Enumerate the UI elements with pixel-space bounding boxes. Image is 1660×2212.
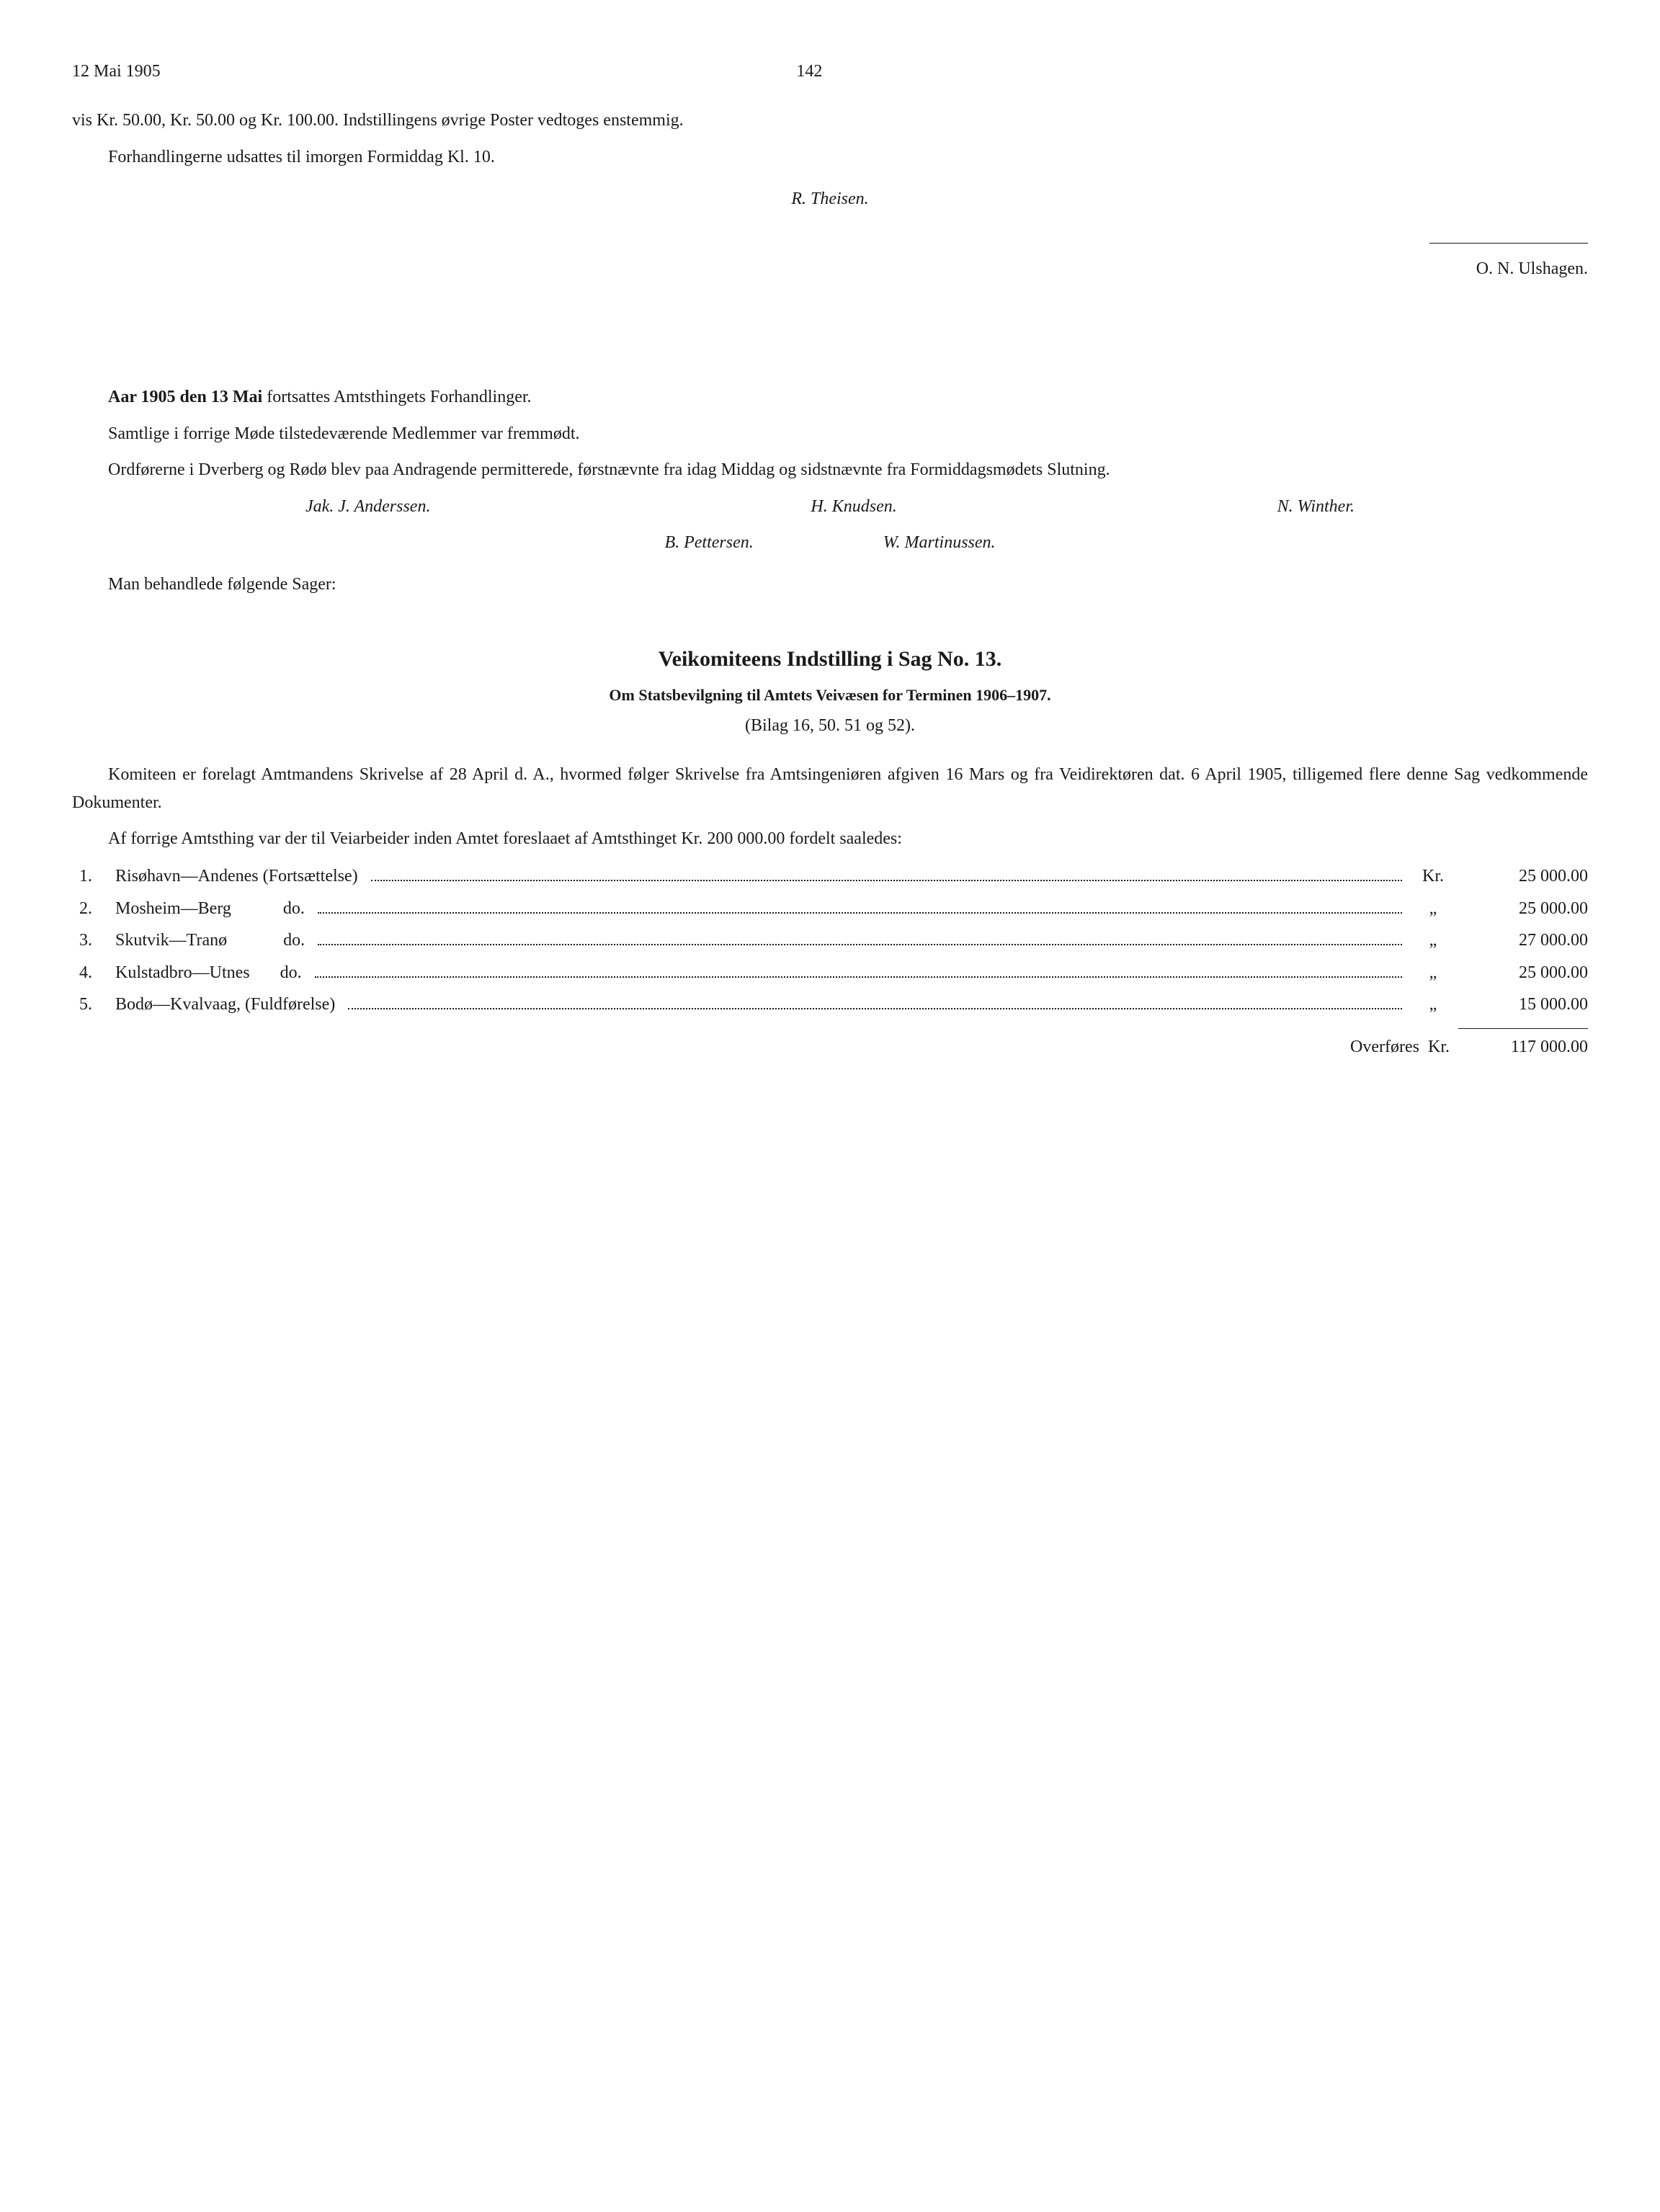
page-number: 142: [161, 58, 1458, 85]
section-heading-bold: Aar 1905 den 13 Mai: [108, 388, 262, 406]
intro-p2: Forhandlingerne udsattes til imorgen For…: [72, 143, 1588, 171]
row-kr: „: [1408, 991, 1458, 1018]
section-break: [72, 282, 1588, 383]
row-desc: Risøhavn—Andenes (Fortsættelse): [115, 862, 365, 890]
row-desc: Kulstadbro—Utnes do.: [115, 959, 309, 986]
allocation-table: 1. Risøhavn—Andenes (Fortsættelse) Kr. 2…: [72, 862, 1588, 1061]
row-num: 4.: [72, 959, 115, 986]
section-heading: Aar 1905 den 13 Mai fortsattes Amtsthing…: [72, 383, 1588, 411]
header-spacer: [1458, 58, 1588, 85]
row-num: 3.: [72, 927, 115, 954]
row-kr: Kr.: [1408, 862, 1458, 890]
name-3: N. Winther.: [1277, 493, 1355, 520]
row-amount: 25 000.00: [1458, 895, 1588, 922]
section-p3: Man behandlede følgende Sager:: [72, 571, 1588, 598]
section-p1: Samtlige i forrige Møde tilstedeværende …: [72, 420, 1588, 447]
row-dots: [315, 959, 1402, 978]
total-amount: 117 000.00: [1458, 1028, 1588, 1061]
table-row: 2. Mosheim—Berg do. „ 25 000.00: [72, 895, 1588, 922]
committee-bilag: (Bilag 16, 50. 51 og 52).: [72, 712, 1588, 739]
page-header: 12 Mai 1905 142: [72, 58, 1588, 85]
row-kr: „: [1408, 959, 1458, 986]
row-num: 5.: [72, 991, 115, 1018]
table-row: 4. Kulstadbro—Utnes do. „ 25 000.00: [72, 959, 1588, 986]
name-4: B. Pettersen.: [664, 529, 753, 556]
row-kr: „: [1408, 895, 1458, 922]
row-desc: Mosheim—Berg do.: [115, 895, 312, 922]
row-dots: [371, 862, 1402, 881]
row-dots: [348, 991, 1402, 1009]
row-num: 2.: [72, 895, 115, 922]
row-desc: Skutvik—Tranø do.: [115, 927, 312, 954]
row-amount: 15 000.00: [1458, 991, 1588, 1018]
row-dots: [318, 895, 1402, 914]
name-1: Jak. J. Anderssen.: [305, 493, 431, 520]
total-label: Overføres: [1350, 1033, 1419, 1061]
row-amount: 25 000.00: [1458, 959, 1588, 986]
section-p2: Ordførerne i Dverberg og Rødø blev paa A…: [72, 456, 1588, 483]
signature-rule: [1429, 243, 1588, 244]
row-kr: „: [1408, 927, 1458, 954]
name-2: H. Knudsen.: [811, 493, 896, 520]
committee-p1: Komiteen er forelagt Amtmandens Skrivels…: [72, 761, 1588, 816]
total-row: Overføres Kr. 117 000.00: [72, 1028, 1588, 1061]
table-row: 5. Bodø—Kvalvaag, (Fuldførelse) „ 15 000…: [72, 991, 1588, 1018]
table-row: 3. Skutvik—Tranø do. „ 27 000.00: [72, 927, 1588, 954]
header-date: 12 Mai 1905: [72, 58, 161, 85]
signature-right-block: O. N. Ulshagen.: [72, 228, 1588, 283]
signature-center: R. Theisen.: [72, 185, 1588, 213]
table-row: 1. Risøhavn—Andenes (Fortsættelse) Kr. 2…: [72, 862, 1588, 890]
row-num: 1.: [72, 862, 115, 890]
row-desc: Bodø—Kvalvaag, (Fuldførelse): [115, 991, 342, 1018]
row-dots: [318, 927, 1402, 945]
committee-p2: Af forrige Amtsthing var der til Veiarbe…: [72, 825, 1588, 852]
names-row-2: B. Pettersen. W. Martinussen.: [72, 529, 1588, 556]
name-5: W. Martinussen.: [883, 529, 996, 556]
names-row-1: Jak. J. Anderssen. H. Knudsen. N. Winthe…: [115, 493, 1545, 520]
committee-subtitle: Om Statsbevilgning til Amtets Veivæsen f…: [72, 682, 1588, 708]
committee-title: Veikomiteens Indstilling i Sag No. 13.: [72, 642, 1588, 677]
signature-right: O. N. Ulshagen.: [1476, 259, 1588, 278]
total-kr: Kr.: [1428, 1033, 1450, 1061]
row-amount: 27 000.00: [1458, 927, 1588, 954]
row-amount: 25 000.00: [1458, 862, 1588, 890]
section-heading-rest: fortsattes Amtsthingets Forhandlinger.: [262, 388, 531, 406]
intro-p1: vis Kr. 50.00, Kr. 50.00 og Kr. 100.00. …: [72, 107, 1588, 134]
